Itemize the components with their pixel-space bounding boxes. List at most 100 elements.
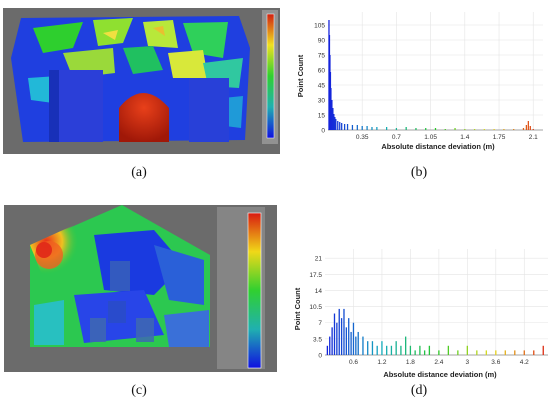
histogram-bar xyxy=(366,126,368,130)
histogram-bar xyxy=(493,129,495,130)
facade-3d-map xyxy=(3,8,280,154)
y-tick-label: 7 xyxy=(318,320,322,327)
histogram-bar xyxy=(466,345,468,355)
histogram-bar xyxy=(330,88,332,130)
histogram-bar xyxy=(331,100,333,130)
x-axis-label-d: Absolute distance deviation (m) xyxy=(383,370,497,379)
histogram-bar xyxy=(348,318,350,355)
caption-a: (a) xyxy=(131,165,147,180)
y-tick-label: 0 xyxy=(321,128,325,135)
histogram-bar xyxy=(367,341,369,355)
histogram-bar xyxy=(514,350,516,355)
histogram-bar xyxy=(400,345,402,355)
histogram-bar xyxy=(334,117,336,130)
histogram-bar xyxy=(444,129,446,130)
histogram-bar xyxy=(341,123,343,130)
histogram-bar xyxy=(454,128,456,130)
histogram-bar xyxy=(371,127,373,130)
histogram-bar xyxy=(331,327,333,355)
histogram-bar xyxy=(529,126,531,130)
x-tick-label: 1.8 xyxy=(406,359,415,366)
histogram-bar xyxy=(414,350,416,355)
y-tick-label: 17.5 xyxy=(309,272,322,279)
histogram-bar xyxy=(338,308,340,355)
histogram-bar xyxy=(376,345,378,355)
histogram-bar xyxy=(350,331,352,355)
caption-b: (b) xyxy=(410,165,428,180)
panel-b-histogram: 0 15 30 45 60 75 90 105 0.35 0.7 1.05 1.4 1.75 2.1 P… xyxy=(293,2,550,156)
histogram-bar xyxy=(415,128,417,130)
y-axis-label-b: Point Count xyxy=(296,54,305,97)
histogram-bar xyxy=(428,345,431,355)
histogram-bar xyxy=(438,350,440,355)
x-tick-label: 2.1 xyxy=(529,134,538,141)
histogram-bar xyxy=(357,331,359,355)
y-tick-label: 21 xyxy=(315,256,323,263)
histogram-bar xyxy=(361,126,363,130)
y-tick-label: 105 xyxy=(314,23,325,30)
x-tick-label: 0.6 xyxy=(349,359,358,366)
histogram-bar xyxy=(419,345,421,355)
histogram-bar xyxy=(333,114,335,130)
histogram-bar xyxy=(476,350,478,355)
panel-c-deviation-map xyxy=(4,205,277,372)
histogram-bar xyxy=(362,336,364,355)
histogram-bar xyxy=(345,327,348,355)
histogram-bar xyxy=(434,128,437,130)
histogram-bar xyxy=(525,125,528,130)
histogram-bar xyxy=(337,121,339,130)
histogram-bar xyxy=(533,350,535,355)
histogram-bar xyxy=(542,345,544,355)
histogram-bar xyxy=(340,318,343,355)
histogram-bar xyxy=(332,108,334,130)
histogram-bar xyxy=(386,345,388,355)
x-tick-label: 3.6 xyxy=(491,359,500,366)
histogram-bar xyxy=(352,322,355,355)
y-tick-label: 90 xyxy=(318,38,326,45)
histogram-bar xyxy=(483,129,485,130)
y-tick-label: 60 xyxy=(318,68,326,75)
histogram-bar xyxy=(423,350,426,355)
histogram-bar xyxy=(447,345,450,355)
histogram-bar xyxy=(351,125,354,130)
histogram-bar xyxy=(390,345,393,355)
histogram-bar xyxy=(405,336,407,355)
histogram-bar xyxy=(395,128,398,130)
histogram-bar xyxy=(346,124,349,130)
x-tick-label: 1.4 xyxy=(460,134,469,141)
histogram-bar xyxy=(326,345,329,355)
histogram-bar xyxy=(355,336,357,355)
histogram-bar xyxy=(464,129,466,130)
x-tick-label: 0.35 xyxy=(356,134,369,141)
histogram-bar xyxy=(343,124,346,130)
histogram-bar xyxy=(335,119,337,130)
histogram-bar xyxy=(485,350,487,355)
y-tick-label: 14 xyxy=(315,288,323,295)
x-tick-label: 3 xyxy=(466,359,470,366)
y-tick-label: 10.5 xyxy=(309,304,322,311)
panel-a-deviation-map xyxy=(3,8,280,154)
y-tick-label: 30 xyxy=(318,98,326,105)
histogram-bar xyxy=(409,345,412,355)
y-tick-label: 75 xyxy=(318,53,326,60)
histogram-bar xyxy=(329,336,331,355)
x-tick-label: 1.75 xyxy=(493,134,506,141)
caption-d: (d) xyxy=(410,383,428,398)
histogram-bar xyxy=(343,308,345,355)
x-axis-label-b: Absolute distance deviation (m) xyxy=(381,142,495,151)
y-tick-label: 0 xyxy=(318,353,322,360)
histogram-bar xyxy=(339,122,341,130)
histogram-bar xyxy=(504,350,506,355)
histogram-bar xyxy=(523,350,525,355)
histogram-bar xyxy=(336,322,338,355)
histogram-bar xyxy=(386,127,388,130)
x-tick-label: 1.2 xyxy=(377,359,386,366)
facade-2d-map xyxy=(4,205,277,372)
histogram-bar xyxy=(371,341,374,355)
histogram-bar xyxy=(495,350,497,355)
histogram-bar xyxy=(457,350,459,355)
histogram-bar xyxy=(527,121,529,130)
y-tick-label: 15 xyxy=(318,113,326,120)
histogram-bar xyxy=(425,128,427,130)
y-axis-label-d: Point Count xyxy=(293,287,302,330)
